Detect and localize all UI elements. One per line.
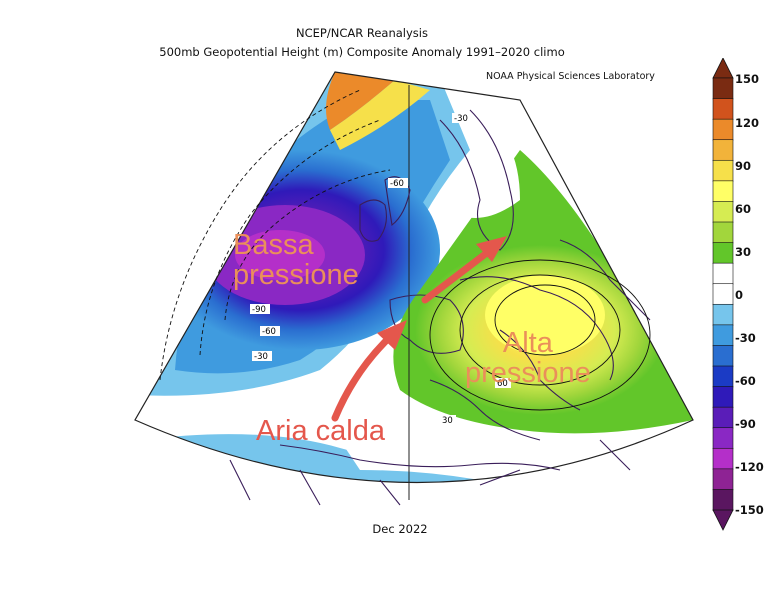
chart-subtitle: 500mb Geopotential Height (m) Composite …: [159, 45, 565, 59]
colorbar-swatch: [712, 242, 734, 264]
colorbar-label: -30: [735, 331, 756, 345]
coastlines: [229, 109, 651, 506]
map-frame: [134, 71, 694, 484]
colorbar-label: 60: [735, 202, 752, 216]
contour-label: 30: [442, 416, 453, 426]
colorbar-label: 0: [735, 288, 744, 302]
colorbar-label: -120: [735, 460, 764, 474]
colorbar-label: -60: [735, 374, 756, 388]
colorbar-label: 150: [735, 72, 760, 86]
colorbar-swatch: [712, 324, 734, 347]
date-label: Dec 2022: [372, 522, 428, 536]
contour-label: -30: [454, 114, 468, 124]
colorbar-label: 90: [735, 159, 752, 173]
colorbar-swatch: [712, 303, 734, 326]
warm-air-annotation: Aria calda: [256, 415, 385, 447]
contour-label: -90: [252, 305, 266, 315]
low-pressure-line1: Bassa: [233, 229, 314, 261]
contour-label: -60: [390, 179, 404, 189]
colorbar-swatch: [712, 262, 734, 285]
high-pressure-line1: Alta: [502, 327, 553, 359]
contour-labels: -30 -60 -90 -60 -30 60 30: [250, 113, 511, 426]
negative-contours: [159, 89, 391, 381]
chart-title: NCEP/NCAR Reanalysis: [296, 26, 428, 40]
colorbar-swatch: [712, 468, 734, 491]
colorbar-swatch: [712, 118, 734, 141]
colorbar-top-arrow: [712, 58, 734, 79]
colorbar-swatch: [712, 98, 734, 120]
contour-label: -30: [254, 352, 268, 362]
colorbar-swatch: [712, 406, 734, 429]
colorbar-swatch: [712, 139, 734, 162]
colorbar-swatch: [712, 427, 734, 450]
colorbar-swatch: [712, 283, 734, 306]
colorbar-label: -150: [735, 503, 764, 517]
colorbar-swatch: [712, 447, 734, 470]
colorbar-label: 120: [735, 116, 760, 130]
colorbar-swatch: [712, 201, 734, 223]
low-pressure-annotation: Bassa pressione: [233, 230, 359, 290]
colorbar-swatch: [712, 345, 734, 367]
colorbar-swatch: [712, 77, 734, 100]
colorbar-label: 30: [735, 245, 752, 259]
colorbar-swatch: [712, 489, 734, 511]
high-pressure-line2: pressione: [465, 357, 591, 389]
colorbar-swatch: [712, 365, 734, 388]
warm-air-arrows: [331, 236, 507, 422]
colorbar-swatch: [712, 159, 734, 182]
colorbar: [712, 58, 734, 531]
contour-label: -60: [262, 327, 276, 337]
colorbar-label: -90: [735, 417, 756, 431]
credit-label: NOAA Physical Sciences Laboratory: [486, 71, 655, 82]
colorbar-swatch: [712, 221, 734, 244]
contour-label: 60: [497, 379, 508, 389]
colorbar-swatch: [712, 180, 734, 203]
low-pressure-line2: pressione: [233, 259, 359, 291]
positive-contours: [429, 259, 651, 411]
high-pressure-annotation: Alta pressione: [465, 328, 591, 388]
colorbar-swatch: [712, 386, 734, 408]
colorbar-bottom-arrow: [712, 509, 734, 531]
